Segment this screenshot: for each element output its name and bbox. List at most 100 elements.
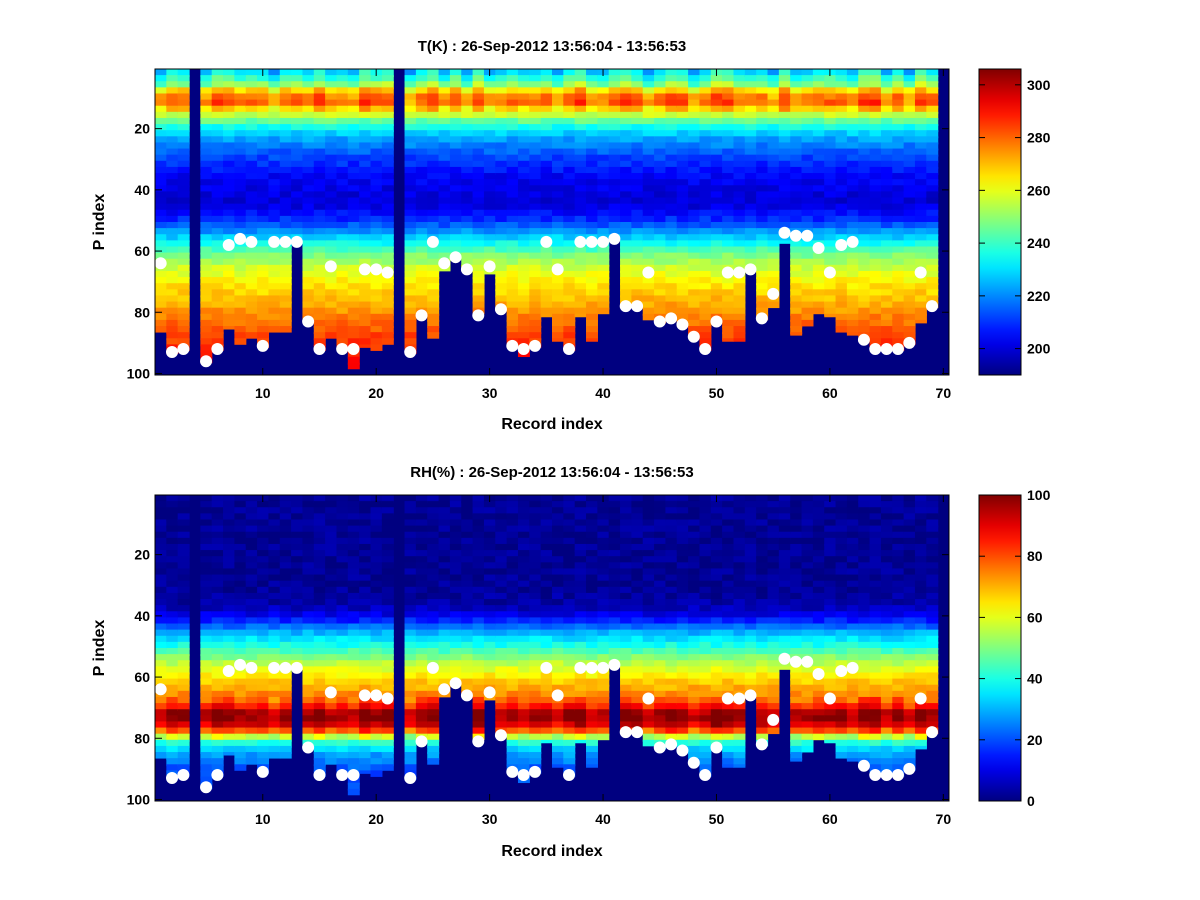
heatmap-cell — [790, 75, 803, 84]
level-marker — [812, 242, 825, 255]
heatmap-cell — [529, 99, 542, 108]
heatmap-cell — [404, 160, 417, 169]
heatmap-cell — [461, 611, 474, 620]
heatmap-cell — [495, 690, 508, 699]
heatmap-cell — [642, 215, 655, 224]
heatmap-cell — [608, 568, 621, 577]
heatmap-cell — [517, 307, 530, 316]
heatmap-cell — [234, 191, 247, 200]
heatmap-cell — [483, 696, 496, 701]
heatmap-cell — [449, 592, 462, 601]
heatmap-cell — [347, 283, 360, 292]
heatmap-cell — [926, 142, 939, 151]
heatmap-cell — [257, 531, 270, 540]
level-marker — [597, 235, 610, 248]
heatmap-cell — [291, 93, 304, 102]
heatmap-column — [257, 495, 270, 774]
heatmap-cell — [177, 105, 190, 114]
heatmap-cell — [801, 307, 814, 316]
heatmap-cell — [597, 519, 610, 528]
heatmap-cell — [245, 191, 258, 200]
heatmap-cell — [552, 222, 564, 231]
heatmap-cell — [177, 684, 190, 693]
heatmap-cell — [914, 160, 927, 169]
heatmap-cell — [586, 629, 598, 638]
heatmap-cell — [858, 326, 871, 335]
heatmap-cell — [688, 240, 701, 249]
heatmap-cell — [472, 568, 485, 577]
heatmap-cell — [767, 228, 780, 237]
heatmap-cell — [370, 580, 383, 589]
heatmap-cell — [347, 696, 360, 706]
heatmap-cell — [483, 605, 496, 614]
heatmap-cell — [245, 641, 258, 650]
heatmap-cell — [347, 507, 360, 516]
heatmap-cell — [880, 301, 893, 310]
heatmap-cell — [608, 191, 621, 200]
heatmap-cell — [302, 543, 315, 553]
heatmap-cell — [517, 501, 530, 510]
heatmap-cell — [279, 313, 292, 322]
heatmap-cell — [200, 611, 213, 620]
heatmap-cell — [631, 556, 644, 565]
heatmap-cell — [483, 586, 496, 595]
heatmap-cell — [268, 605, 281, 614]
heatmap-cell — [654, 531, 667, 540]
heatmap-cell — [257, 246, 270, 255]
heatmap-cell — [812, 191, 825, 200]
heatmap-cell — [166, 703, 179, 712]
x-tick-label: 40 — [595, 385, 611, 401]
heatmap-cell — [676, 672, 689, 681]
heatmap-column — [347, 69, 360, 370]
heatmap-cell — [722, 166, 735, 175]
heatmap-cell — [177, 130, 190, 139]
heatmap-cell — [483, 678, 496, 687]
heatmap-cell — [495, 531, 508, 540]
heatmap-cell — [313, 599, 326, 608]
heatmap-cell — [586, 617, 598, 626]
heatmap-cell — [427, 684, 440, 693]
heatmap-cell — [302, 617, 315, 626]
heatmap-cell — [858, 99, 871, 108]
heatmap-cell — [517, 586, 530, 595]
heatmap-cell — [483, 197, 496, 206]
heatmap-cell — [234, 252, 247, 261]
heatmap-cell — [234, 209, 247, 218]
heatmap-cell — [223, 111, 235, 120]
heatmap-cell — [438, 537, 451, 546]
heatmap-cell — [574, 130, 587, 139]
heatmap-cell — [200, 727, 213, 736]
heatmap-cell — [552, 283, 564, 292]
heatmap-cell — [245, 252, 258, 261]
heatmap-cell — [517, 562, 530, 571]
heatmap-cell — [461, 531, 474, 540]
heatmap-cell — [381, 739, 394, 748]
heatmap-cell — [778, 111, 791, 120]
heatmap-cell — [370, 332, 383, 341]
heatmap-cell — [302, 209, 315, 218]
heatmap-cell — [427, 130, 440, 139]
heatmap-cell — [370, 721, 383, 730]
heatmap-cell — [155, 617, 167, 626]
heatmap-cell — [415, 105, 428, 114]
heatmap-cell — [347, 641, 360, 650]
heatmap-cell — [812, 69, 825, 78]
heatmap-cell — [767, 283, 780, 292]
heatmap-cell — [347, 562, 360, 571]
heatmap-cell — [291, 495, 304, 504]
heatmap-cell — [268, 703, 281, 712]
heatmap-cell — [688, 264, 701, 273]
heatmap-cell — [552, 332, 564, 341]
heatmap-cell — [869, 301, 882, 310]
heatmap-cell — [495, 69, 508, 78]
heatmap-cell — [427, 543, 440, 553]
heatmap-cell — [824, 111, 837, 120]
heatmap-cell — [529, 319, 542, 328]
heatmap-cell — [722, 173, 735, 182]
heatmap-cell — [858, 93, 871, 102]
heatmap-cell — [302, 185, 315, 194]
heatmap-cell — [574, 142, 587, 151]
heatmap-cell — [892, 81, 905, 90]
heatmap-cell — [790, 307, 803, 316]
heatmap-cell — [846, 307, 859, 316]
